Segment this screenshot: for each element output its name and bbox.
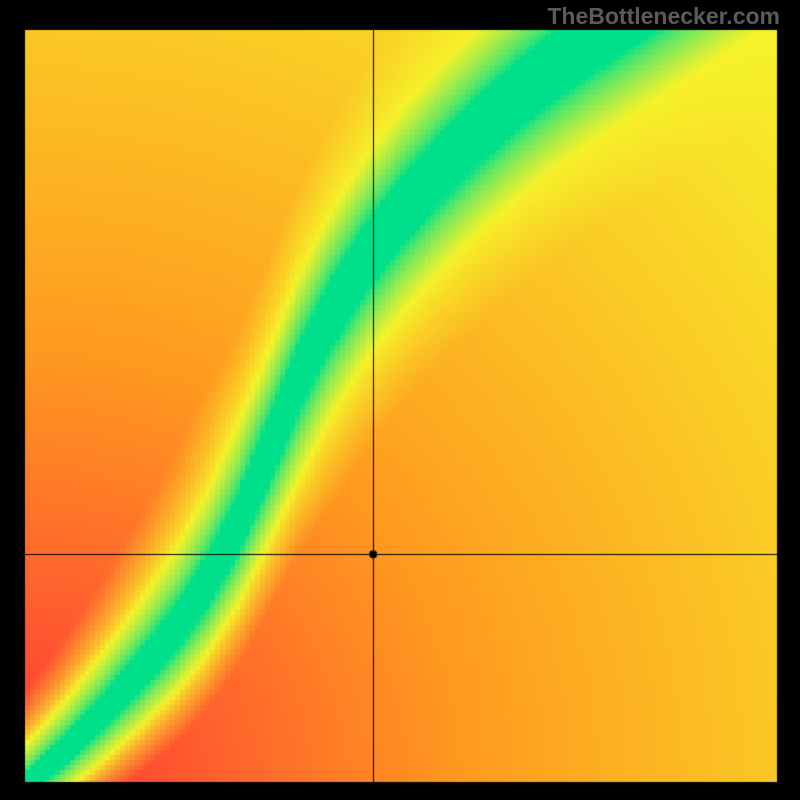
watermark-text: TheBottlenecker.com (547, 3, 780, 30)
heatmap-canvas (0, 0, 800, 800)
chart-container: TheBottlenecker.com (0, 0, 800, 800)
